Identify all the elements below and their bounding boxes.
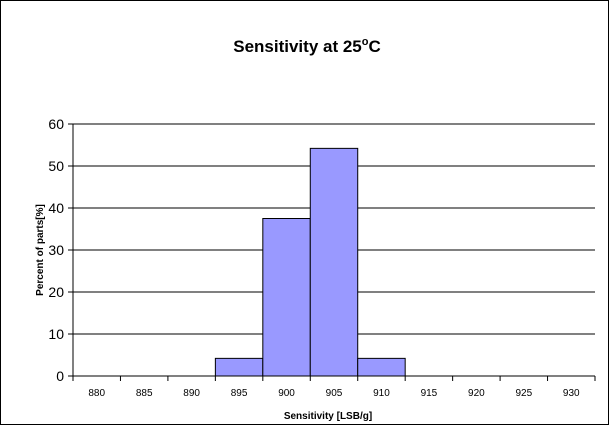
y-axis-label: Percent of parts[%] <box>35 204 46 296</box>
y-tick-label: 30 <box>48 242 64 258</box>
y-tick-label: 40 <box>48 200 64 216</box>
x-tick-label: 915 <box>421 388 438 399</box>
x-tick-label: 930 <box>563 388 580 399</box>
bar-910 <box>357 357 406 377</box>
bar-900 <box>262 218 311 377</box>
x-tick-labels: 880 885 890 895 900 905 910 915 920 925 930 <box>88 388 580 399</box>
x-tick-label: 905 <box>326 388 343 399</box>
chart-title-superscript: o <box>362 36 369 48</box>
bar-895 <box>214 357 264 377</box>
x-tick-label: 910 <box>373 388 390 399</box>
y-tick-label: 20 <box>48 284 64 300</box>
x-tick-label: 885 <box>136 388 153 399</box>
x-tick-label: 925 <box>515 388 532 399</box>
y-tick-label: 0 <box>56 368 64 384</box>
x-tick-label: 895 <box>231 388 248 399</box>
x-tick-label: 900 <box>278 388 295 399</box>
x-tick-label: 890 <box>183 388 200 399</box>
axes <box>68 123 596 381</box>
x-tick-label: 880 <box>88 388 105 399</box>
bars <box>214 147 406 377</box>
x-axis-label: Sensitivity [LSB/g] <box>284 411 372 422</box>
y-tick-label: 10 <box>48 326 64 342</box>
x-tick-label: 920 <box>468 388 485 399</box>
chart-title: Sensitivity at 25oC <box>233 36 381 56</box>
y-tick-labels: 0 10 20 30 40 50 60 <box>48 116 64 384</box>
y-tick-label: 50 <box>48 158 64 174</box>
chart-title-main: Sensitivity at 25 <box>233 37 362 56</box>
y-tick-label: 60 <box>48 116 64 132</box>
bar-905 <box>309 147 359 377</box>
chart-title-suffix: C <box>368 37 380 56</box>
